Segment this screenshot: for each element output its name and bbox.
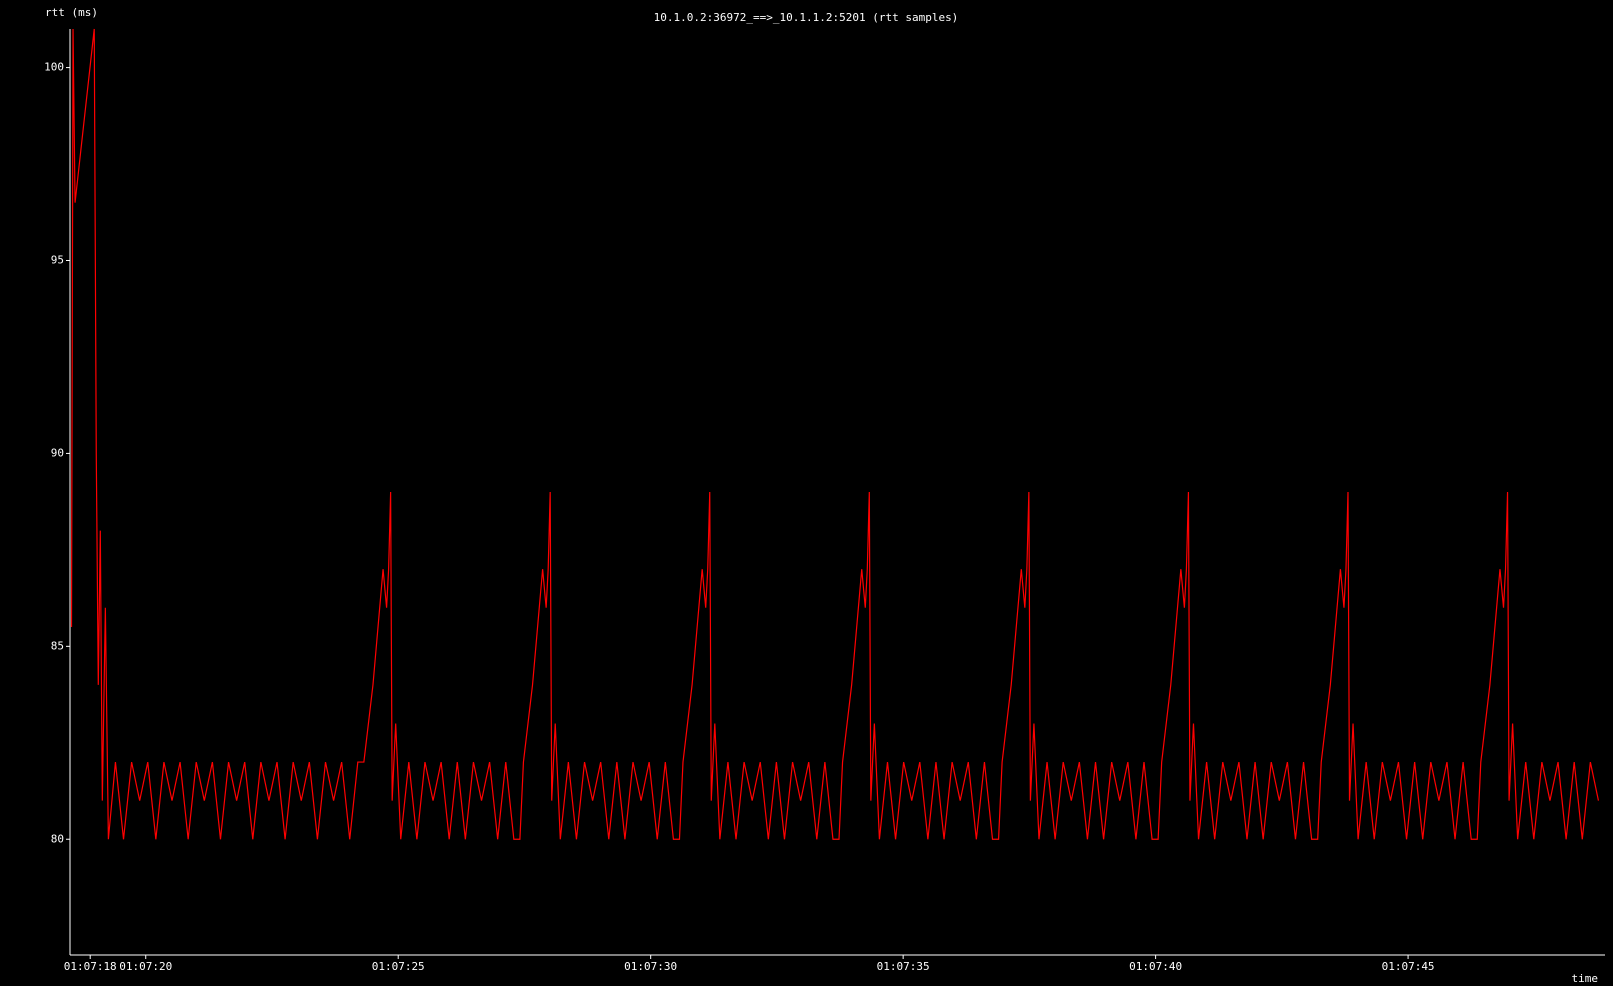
x-tick-label: 01:07:40 <box>1129 960 1182 973</box>
x-tick-label: 01:07:30 <box>624 960 677 973</box>
rtt-line <box>70 28 1600 840</box>
x-tick-label: 01:07:35 <box>877 960 930 973</box>
x-tick-label: 01:07:20 <box>119 960 172 973</box>
x-tick-label: 01:07:45 <box>1382 960 1435 973</box>
y-axis-label: rtt (ms) <box>45 6 98 19</box>
y-tick-label: 85 <box>51 639 64 652</box>
y-tick-label: 80 <box>51 832 64 845</box>
y-tick-label: 100 <box>44 61 64 74</box>
x-tick-label: 01:07:25 <box>372 960 425 973</box>
x-tick-label: 01:07:18 <box>64 960 117 973</box>
chart-title: 10.1.0.2:36972_==>_10.1.1.2:5201 (rtt sa… <box>654 11 959 24</box>
y-tick-label: 95 <box>51 254 64 267</box>
x-axis-label: time <box>1572 972 1599 985</box>
y-tick-label: 90 <box>51 446 64 459</box>
